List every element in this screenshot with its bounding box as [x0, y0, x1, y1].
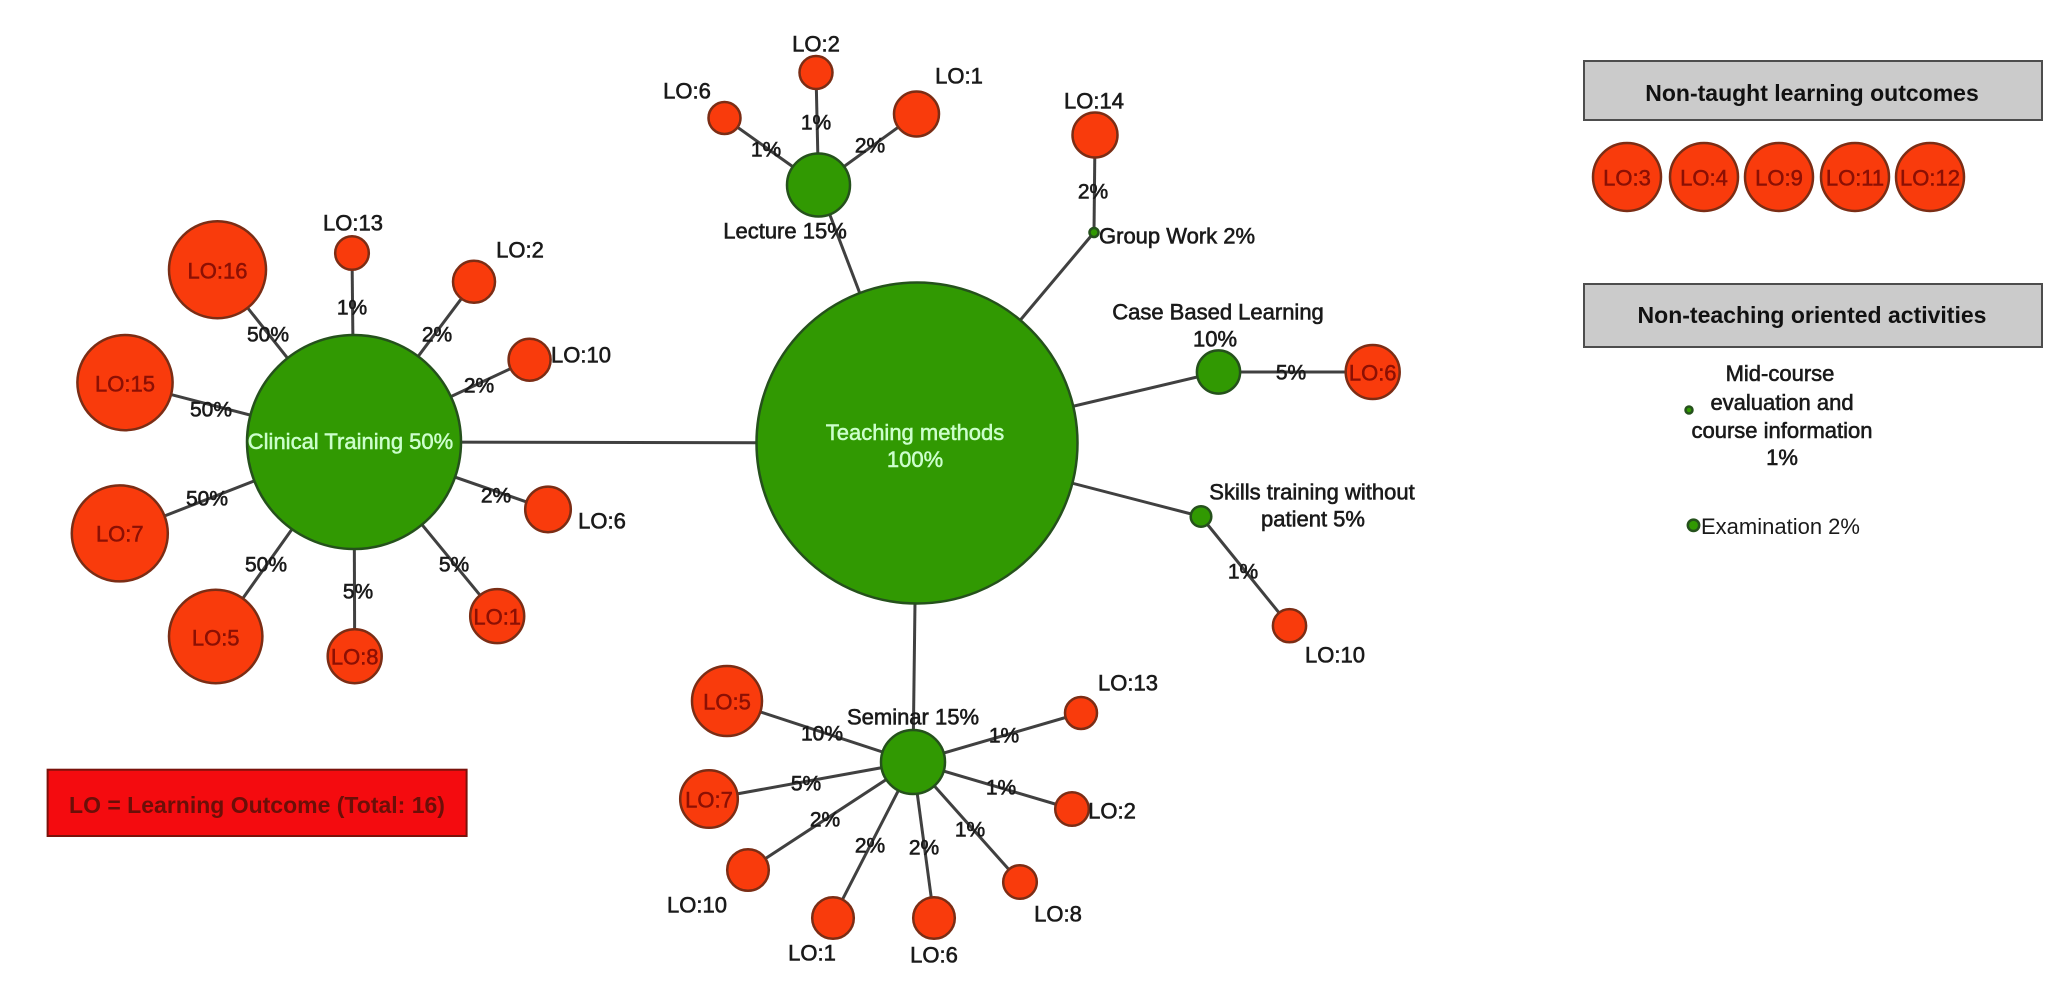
svg-text:2%: 2%	[855, 135, 885, 158]
svg-text:LO:6: LO:6	[663, 79, 711, 104]
svg-text:2%: 2%	[422, 324, 452, 347]
svg-text:Lecture 15%: Lecture 15%	[723, 219, 847, 244]
svg-text:LO:2: LO:2	[496, 238, 544, 263]
svg-text:50%: 50%	[245, 554, 287, 577]
svg-text:1%: 1%	[989, 725, 1019, 748]
svg-text:LO:13: LO:13	[1098, 671, 1158, 696]
svg-text:5%: 5%	[439, 554, 469, 577]
svg-text:Mid-course: Mid-course	[1726, 361, 1835, 386]
svg-text:LO:10: LO:10	[667, 893, 727, 918]
svg-text:patient 5%: patient 5%	[1261, 507, 1365, 532]
svg-text:LO:1: LO:1	[935, 64, 983, 89]
svg-text:LO:10: LO:10	[551, 343, 611, 368]
svg-text:1%: 1%	[1228, 561, 1258, 584]
svg-text:LO:7: LO:7	[685, 788, 733, 813]
svg-text:1%: 1%	[751, 139, 781, 162]
svg-text:LO:15: LO:15	[95, 372, 155, 397]
svg-text:10%: 10%	[801, 723, 843, 746]
svg-text:Group Work 2%: Group Work 2%	[1099, 224, 1255, 249]
svg-text:LO = Learning Outcome (Total:: LO = Learning Outcome (Total: 16)	[69, 792, 445, 818]
svg-text:2%: 2%	[1078, 181, 1108, 204]
svg-text:Skills training without: Skills training without	[1209, 480, 1414, 505]
svg-text:2%: 2%	[481, 485, 511, 508]
svg-text:1%: 1%	[986, 777, 1016, 800]
svg-text:1%: 1%	[337, 297, 367, 320]
svg-text:LO:9: LO:9	[1755, 166, 1803, 191]
svg-text:1%: 1%	[1766, 445, 1798, 470]
svg-text:1%: 1%	[955, 819, 985, 842]
svg-text:Seminar 15%: Seminar 15%	[847, 705, 979, 730]
svg-text:Non-taught learning outcomes: Non-taught learning outcomes	[1645, 80, 1979, 106]
svg-text:50%: 50%	[247, 324, 289, 347]
svg-text:LO:6: LO:6	[1349, 361, 1397, 386]
svg-text:LO:12: LO:12	[1900, 166, 1960, 191]
svg-text:LO:3: LO:3	[1603, 166, 1651, 191]
svg-text:LO:8: LO:8	[1034, 902, 1082, 927]
svg-text:evaluation and: evaluation and	[1710, 390, 1853, 415]
svg-text:5%: 5%	[1276, 362, 1306, 385]
svg-text:LO:1: LO:1	[788, 941, 836, 966]
svg-text:LO:1: LO:1	[473, 605, 521, 630]
svg-text:LO:13: LO:13	[323, 211, 383, 236]
svg-text:LO:4: LO:4	[1680, 166, 1728, 191]
svg-text:LO:7: LO:7	[96, 522, 144, 547]
svg-text:LO:14: LO:14	[1064, 89, 1124, 114]
svg-text:LO:5: LO:5	[703, 690, 751, 715]
svg-text:LO:11: LO:11	[1826, 166, 1884, 191]
svg-text:10%: 10%	[1193, 327, 1237, 352]
svg-text:5%: 5%	[343, 581, 373, 604]
svg-text:LO:16: LO:16	[188, 259, 248, 284]
svg-text:50%: 50%	[190, 399, 232, 422]
svg-text:LO:10: LO:10	[1305, 643, 1365, 668]
svg-text:LO:2: LO:2	[1088, 799, 1136, 824]
svg-text:Teaching methods: Teaching methods	[826, 420, 1005, 445]
svg-text:50%: 50%	[186, 488, 228, 511]
svg-text:LO:5: LO:5	[192, 626, 240, 651]
svg-text:2%: 2%	[909, 837, 939, 860]
svg-text:5%: 5%	[791, 773, 821, 796]
svg-text:LO:6: LO:6	[910, 943, 958, 968]
svg-text:course information: course information	[1692, 418, 1873, 443]
svg-text:Examination 2%: Examination 2%	[1701, 514, 1860, 539]
svg-text:2%: 2%	[810, 809, 840, 832]
svg-text:LO:8: LO:8	[331, 645, 379, 670]
svg-text:2%: 2%	[464, 375, 494, 398]
svg-text:Case Based Learning: Case Based Learning	[1112, 300, 1324, 325]
svg-text:Clinical Training 50%: Clinical Training 50%	[248, 429, 453, 454]
svg-text:Non-teaching oriented activiti: Non-teaching oriented activities	[1638, 302, 1987, 328]
svg-text:LO:6: LO:6	[578, 509, 626, 534]
svg-text:1%: 1%	[801, 112, 831, 135]
svg-text:LO:2: LO:2	[792, 32, 840, 57]
svg-text:2%: 2%	[855, 835, 885, 858]
svg-text:100%: 100%	[887, 447, 943, 472]
